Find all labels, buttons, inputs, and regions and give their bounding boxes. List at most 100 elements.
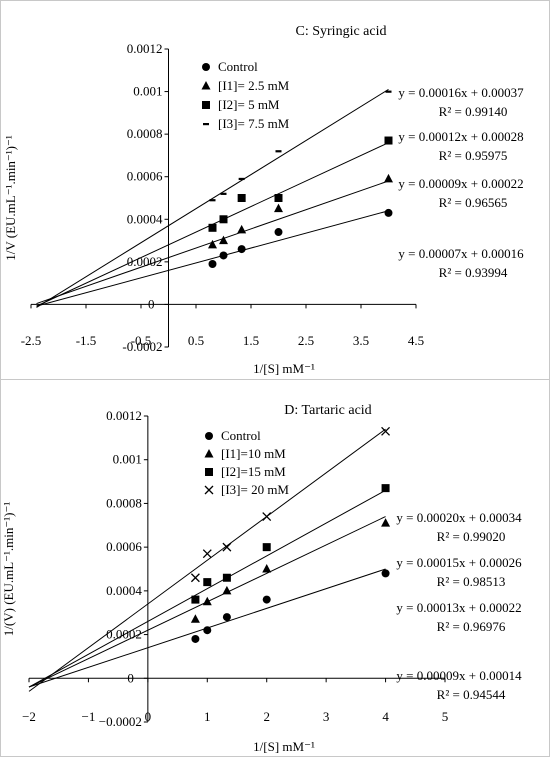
legend-marker [205,432,213,440]
data-point [237,194,246,202]
x-tick-label: 5 [442,709,449,724]
data-point [238,177,245,181]
y-tick-label: −0.0002 [99,714,142,729]
y-axis-label: 1/(V) (EU.mL⁻¹.min⁻¹)⁻¹ [1,502,16,637]
y-tick-label: 0.0006 [106,539,142,554]
data-point [381,426,391,436]
data-point [208,259,217,268]
legend-marker [205,468,213,476]
data-point [203,578,212,587]
data-point [262,512,272,522]
y-tick-label: 0.0004 [106,583,142,598]
legend-marker [203,123,209,126]
trendline-r2: R² = 0.98513 [437,574,506,589]
data-point [385,90,392,93]
y-tick-label: 0.0008 [106,495,142,510]
legend-marker [201,81,211,90]
trendline [28,428,386,692]
y-tick-label: 0 [148,296,155,311]
data-point [262,543,271,552]
data-point [237,245,246,254]
trendline-equation: y = 0.00020x + 0.00034 [396,510,522,525]
data-point [222,613,231,622]
data-point [381,484,390,493]
legend-label: [I2]=15 mM [221,464,286,479]
data-point [208,223,217,232]
x-axis-label: 1/[S] mM⁻¹ [253,739,315,754]
x-tick-label: 1 [204,709,211,724]
y-axis-label: 1/V (EU.mL⁻¹.min⁻¹)⁻¹ [3,135,18,261]
x-tick-label: -0.5 [131,333,152,348]
data-point [202,596,212,606]
x-tick-label: 3 [323,709,330,724]
trendline-r2: R² = 0.94544 [437,687,506,702]
x-tick-label: 4.5 [408,333,424,348]
legend-marker [204,449,214,458]
legend-label: [I1]=10 mM [221,446,286,461]
x-tick-label: 0 [145,709,152,724]
x-tick-label: 1.5 [243,333,259,348]
trendline [28,489,386,688]
legend-label: [I3]= 7.5 mM [218,116,290,131]
trendline-equation: y = 0.00016x + 0.00037 [398,85,524,100]
chart-title: C: Syringic acid [296,24,387,39]
trendline-equation: y = 0.00007x + 0.00016 [398,246,524,261]
y-tick-label: 0.0006 [127,169,163,184]
data-point [384,173,393,183]
x-tick-label: −1 [82,709,96,724]
data-point [219,215,228,224]
legend-marker [202,63,210,71]
chart-title: D: Tartaric acid [284,403,371,418]
data-point [191,634,200,643]
data-point [203,626,212,635]
data-point [384,208,393,217]
data-point [208,239,217,249]
data-point [274,228,283,237]
data-point [219,235,228,245]
panel-divider [1,379,550,380]
legend-label: Control [218,59,258,74]
legend-marker [202,101,210,109]
x-tick-label: 2 [263,709,270,724]
data-point [262,595,271,604]
data-point [220,192,227,195]
y-tick-label: 0 [127,670,134,685]
data-point [202,549,212,559]
x-tick-label: −2 [22,709,36,724]
data-point [381,569,390,578]
trendline [36,89,389,308]
data-point [191,595,200,604]
trendline-r2: R² = 0.96565 [439,195,508,210]
y-tick-label: 0.0008 [127,126,163,141]
data-point [222,542,232,552]
data-point [275,150,282,153]
trendline-equation: y = 0.00009x + 0.00014 [396,668,522,683]
trendline-equation: y = 0.00012x + 0.00028 [398,129,523,144]
data-point [237,224,247,234]
data-point [381,518,391,527]
data-point [222,573,231,582]
trendline-r2: R² = 0.93994 [439,265,508,280]
legend-label: [I1]= 2.5 mM [218,78,290,93]
trendline-equation: y = 0.00009x + 0.00022 [398,176,523,191]
trendline-equation: y = 0.00013x + 0.00022 [396,600,521,615]
trendline-r2: R² = 0.99020 [437,529,506,544]
trendline-r2: R² = 0.99140 [439,104,508,119]
legend-label: [I2]= 5 mM [218,97,280,112]
data-point [274,194,283,202]
y-tick-label: 0.0004 [127,211,163,226]
chart-panel-tartaric-acid: −2−1012345−0.000200.00020.00040.00060.00… [1,403,522,754]
x-tick-label: 3.5 [353,333,369,348]
data-point [384,136,393,145]
data-point [274,203,283,213]
data-point [190,573,200,583]
y-tick-label: 0.001 [113,452,142,467]
x-tick-label: 0.5 [188,333,204,348]
x-tick-label: -2.5 [21,333,42,348]
legend-label: Control [221,428,261,443]
trendline-r2: R² = 0.96976 [437,619,506,634]
y-tick-label: 0.0002 [127,254,163,269]
x-tick-label: 4 [382,709,389,724]
data-point [222,585,232,595]
